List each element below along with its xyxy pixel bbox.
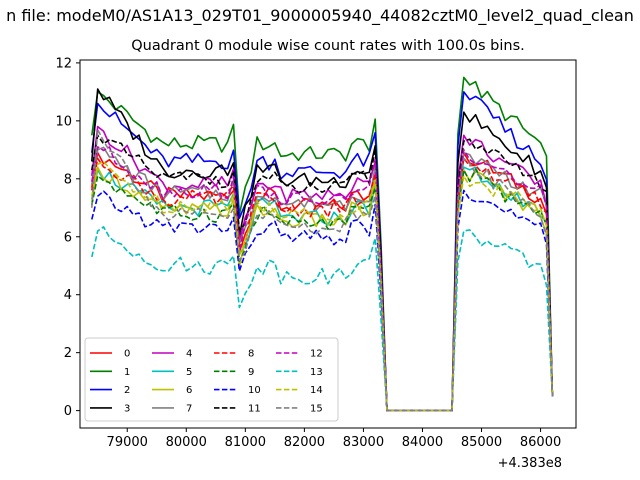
legend-label-5: 5 xyxy=(186,367,192,378)
legend-label-1: 1 xyxy=(124,367,130,378)
series-line-15 xyxy=(91,128,554,412)
x-tick-label: 79000 xyxy=(107,435,148,450)
x-offset-text: +4.383e8 xyxy=(498,456,562,471)
x-tick-label: 80000 xyxy=(166,435,207,450)
series-line-9 xyxy=(91,168,554,412)
legend-label-13: 13 xyxy=(310,367,323,378)
legend-box xyxy=(84,337,339,422)
x-tick-label: 82000 xyxy=(284,435,325,450)
series-lines xyxy=(91,76,554,412)
legend-label-3: 3 xyxy=(124,403,130,414)
y-tick-label: 2 xyxy=(64,346,72,361)
chart-title: Quadrant 0 module wise count rates with … xyxy=(131,38,525,54)
legend-label-6: 6 xyxy=(186,385,192,396)
x-tick-label: 86000 xyxy=(520,435,561,450)
legend-label-9: 9 xyxy=(248,367,254,378)
figure-suptitle: n file: modeM0/AS1A13_029T01_9000005940_… xyxy=(6,6,634,26)
legend-label-7: 7 xyxy=(186,403,192,414)
y-tick-label: 4 xyxy=(64,288,72,303)
series-line-10 xyxy=(91,189,554,412)
series-line-2 xyxy=(91,91,554,412)
series-line-14 xyxy=(91,160,554,412)
series-line-12 xyxy=(91,146,554,412)
y-tick-label: 8 xyxy=(64,172,72,187)
x-tick-label: 81000 xyxy=(225,435,266,450)
series-line-3 xyxy=(91,88,554,412)
legend-label-15: 15 xyxy=(310,403,323,414)
legend-label-2: 2 xyxy=(124,385,130,396)
y-tick-label: 6 xyxy=(64,230,72,245)
legend-label-10: 10 xyxy=(248,385,261,396)
series-line-1 xyxy=(91,76,554,412)
legend-label-4: 4 xyxy=(186,349,192,360)
legend-label-14: 14 xyxy=(310,385,323,396)
x-tick-label: 83000 xyxy=(343,435,384,450)
y-tick-label: 0 xyxy=(64,404,72,419)
series-line-11 xyxy=(91,134,554,412)
x-tick-label: 85000 xyxy=(461,435,502,450)
axes-frame xyxy=(79,59,577,429)
plot-area: 79000 80000 81000 82000 83000 84000 85000 86000… xyxy=(55,56,577,450)
legend-label-0: 0 xyxy=(124,349,130,360)
legend-label-8: 8 xyxy=(248,349,254,360)
x-tick-label: 84000 xyxy=(402,435,443,450)
series-line-13 xyxy=(91,226,554,412)
y-tick-label: 10 xyxy=(55,114,72,129)
y-tick-label: 12 xyxy=(55,56,72,71)
legend-label-12: 12 xyxy=(310,349,323,360)
legend-label-11: 11 xyxy=(248,403,261,414)
